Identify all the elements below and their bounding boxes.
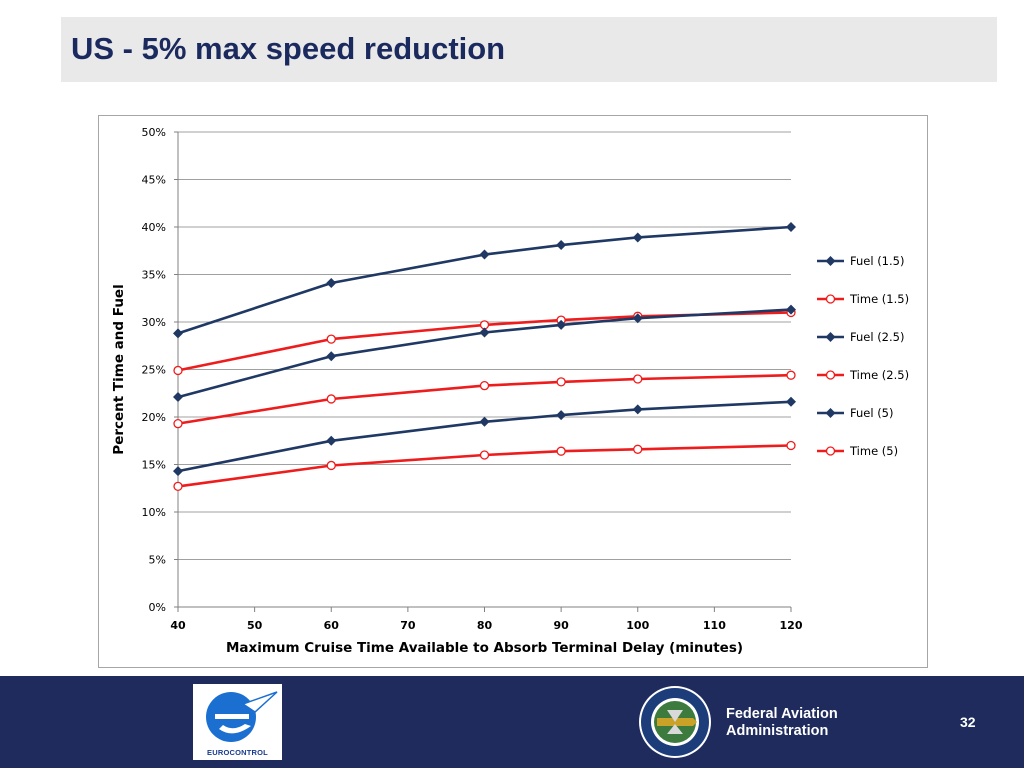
page-number: 32 — [960, 714, 976, 730]
chart-frame: 0% 5% 10% 15% 20% 25% 30% 35% 40% 45% 50% 40 50 60 70 8… — [98, 115, 928, 668]
data-point — [786, 304, 796, 315]
legend-marker — [825, 408, 836, 418]
data-point — [556, 446, 566, 456]
data-point — [326, 351, 337, 362]
x-tick-label: 80 — [477, 619, 493, 632]
series-line — [177, 225, 792, 335]
legend-marker — [825, 294, 836, 304]
data-point — [556, 319, 567, 330]
data-point — [479, 380, 490, 391]
legend-entry: Fuel (5) — [850, 406, 894, 420]
data-point — [633, 374, 643, 384]
data-point — [479, 450, 490, 460]
line-chart: 0% 5% 10% 15% 20% 25% 30% 35% 40% 45% 50% 40 50 60 70 8… — [111, 126, 909, 656]
data-point — [556, 240, 567, 251]
data-point — [632, 313, 643, 324]
series-line — [177, 308, 792, 399]
legend-marker — [825, 256, 836, 266]
series-line — [177, 373, 792, 425]
data-point — [173, 481, 183, 492]
data-point — [479, 416, 490, 427]
y-tick-label: 10% — [142, 506, 166, 519]
agency-name: Federal Aviation Administration — [726, 706, 838, 740]
data-point — [786, 370, 796, 380]
legend-entry: Time (5) — [849, 444, 898, 458]
data-point — [786, 222, 796, 232]
data-point — [786, 440, 796, 451]
data-point — [556, 410, 567, 421]
y-tick-label: 50% — [142, 126, 166, 139]
y-tick-label: 5% — [149, 554, 166, 567]
data-point — [173, 392, 183, 403]
x-tick-label: 40 — [170, 619, 186, 632]
x-tick-label: 120 — [780, 619, 803, 632]
x-tick-label: 60 — [324, 619, 340, 632]
data-point — [326, 394, 336, 404]
legend-entry: Time (2.5) — [849, 368, 909, 382]
x-tick-label: 100 — [626, 619, 649, 632]
x-tick-label: 110 — [703, 619, 726, 632]
eurocontrol-logo: EUROCONTROL — [193, 684, 282, 760]
data-point — [326, 460, 336, 471]
data-point — [326, 435, 337, 446]
y-tick-label: 45% — [142, 174, 166, 187]
faa-seal-icon — [639, 686, 711, 758]
legend-marker — [825, 370, 836, 380]
agency-line-1: Federal Aviation — [726, 706, 838, 722]
y-tick-label: 0% — [149, 601, 166, 614]
eurocontrol-logo-text: EUROCONTROL — [207, 748, 268, 757]
data-point — [326, 334, 336, 344]
legend-entry: Fuel (2.5) — [850, 330, 904, 344]
y-tick-label: 30% — [142, 316, 166, 329]
y-tick-label: 25% — [142, 364, 166, 377]
data-point — [633, 444, 643, 454]
x-tick-label: 50 — [247, 619, 263, 632]
title-bar: US - 5% max speed reduction — [61, 17, 997, 82]
series-line — [177, 400, 792, 473]
slide-title: US - 5% max speed reduction — [71, 31, 506, 66]
legend-marker — [825, 446, 836, 456]
footer-bar: EUROCONTROL Federal Aviation Administrat… — [0, 676, 1024, 768]
data-point — [786, 396, 796, 407]
data-point — [479, 327, 490, 338]
data-point — [632, 404, 643, 415]
data-point — [173, 466, 183, 477]
y-axis-label: Percent Time and Fuel — [111, 284, 127, 454]
data-point — [556, 377, 566, 387]
data-point — [173, 328, 183, 339]
x-tick-label: 70 — [400, 619, 416, 632]
data-point — [479, 249, 490, 260]
legend-marker — [825, 332, 836, 342]
data-point — [632, 232, 643, 243]
agency-line-2: Administration — [726, 723, 829, 739]
y-tick-label: 15% — [142, 459, 166, 472]
legend-entry: Fuel (1.5) — [850, 254, 904, 268]
x-axis-label: Maximum Cruise Time Available to Absorb … — [226, 640, 743, 656]
y-tick-label: 35% — [142, 269, 166, 282]
legend-entry: Time (1.5) — [849, 292, 909, 306]
data-point — [326, 278, 337, 289]
y-tick-label: 40% — [142, 221, 166, 234]
data-point — [173, 418, 183, 429]
x-tick-label: 90 — [553, 619, 569, 632]
eurocontrol-logo-icon — [206, 691, 278, 742]
series-line — [177, 444, 792, 488]
y-tick-label: 20% — [142, 411, 166, 424]
data-point — [173, 365, 183, 376]
